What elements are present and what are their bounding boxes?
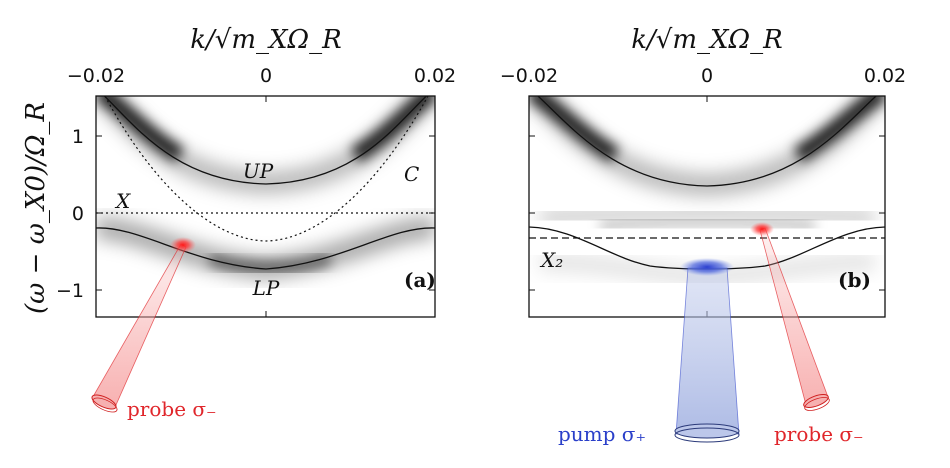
probe-beam-b <box>750 222 830 411</box>
a-xtick-mid: 0 <box>260 65 272 87</box>
b-xtick-mid: 0 <box>701 65 713 87</box>
probe-spot-b <box>750 222 774 236</box>
a-xtick-right: 0.02 <box>414 65 456 87</box>
x-axis-title-b: k/√m_XΩ_R <box>631 25 782 55</box>
panel-b-tag: (b) <box>838 268 871 292</box>
b-xtick-left: −0.02 <box>500 65 558 87</box>
ytick-1: 1 <box>72 126 84 148</box>
panel-a-ticks <box>95 96 436 317</box>
y-axis-title: (ω − ω_X0)/Ω_R <box>21 102 51 314</box>
label-x: X <box>114 189 131 213</box>
lp-branch-curve <box>96 227 435 270</box>
probe-label-b: probe σ₋ <box>774 422 864 446</box>
probe-label-a: probe σ₋ <box>127 397 217 421</box>
panel-a: −0.02 0 0.02 1 0 −1 UP LP C X (a) <box>56 65 456 318</box>
cavity-dispersion-curve <box>104 96 429 242</box>
ytick-minus1: −1 <box>56 280 84 302</box>
panel-a-spectral-background <box>96 96 435 280</box>
label-x2: X₂ <box>539 248 563 272</box>
probe-spot-a <box>170 237 196 253</box>
pump-label: pump σ₊ <box>558 422 646 446</box>
label-lp: LP <box>252 276 280 300</box>
up-branch-curve <box>103 96 428 185</box>
b-up-branch-curve <box>537 96 877 187</box>
probe-beam-a <box>91 237 196 413</box>
label-c: C <box>404 162 419 186</box>
b-xtick-right: 0.02 <box>864 65 906 87</box>
pump-spot <box>680 258 734 276</box>
panel-a-tag: (a) <box>404 268 436 292</box>
pump-beam-b <box>674 258 740 443</box>
x-axis-title-a: k/√m_XΩ_R <box>190 25 341 55</box>
label-up: UP <box>243 159 274 183</box>
a-xtick-left: −0.02 <box>67 65 125 87</box>
ytick-0: 0 <box>72 203 84 225</box>
